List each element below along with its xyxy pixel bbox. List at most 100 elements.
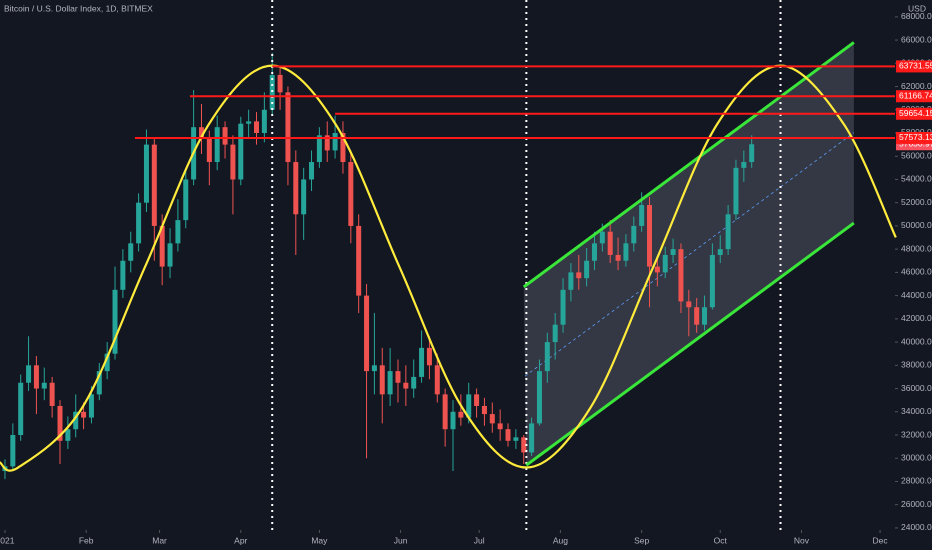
candle-body <box>631 225 637 244</box>
candle-body <box>552 324 558 343</box>
candle-body <box>143 144 149 203</box>
y-tick-label: 30000.00 <box>901 452 932 462</box>
y-tick-label: 28000.00 <box>901 476 932 486</box>
candle-body <box>694 307 700 325</box>
candle-body <box>332 132 338 151</box>
y-tick-label: 68000.00 <box>901 11 932 21</box>
x-tick-label: Nov <box>794 535 810 545</box>
x-tick-label: Sep <box>634 535 649 545</box>
candle-body <box>309 162 315 180</box>
candle-body <box>560 289 566 325</box>
y-tick-label: 32000.00 <box>901 429 932 439</box>
candle-body <box>497 423 503 430</box>
candle-body <box>159 225 165 267</box>
x-tick-label: Oct <box>714 535 728 545</box>
candle-body <box>591 243 597 261</box>
candle-body <box>230 144 236 180</box>
candle-body <box>222 127 228 145</box>
candle-body <box>387 371 393 395</box>
candle-body <box>458 411 464 418</box>
y-tick-label: 26000.00 <box>901 499 932 509</box>
candle-body <box>364 295 370 372</box>
y-tick-label: 50000.00 <box>901 220 932 230</box>
x-tick-label: Jun <box>394 535 408 545</box>
candle-body <box>678 249 684 302</box>
y-tick-label: 54000.00 <box>901 174 932 184</box>
level-tag <box>896 107 932 120</box>
x-tick-label: Feb <box>79 535 94 545</box>
candle-body <box>544 342 550 372</box>
candle-body <box>356 225 362 296</box>
candle-body <box>96 371 102 395</box>
candle-body <box>489 414 495 424</box>
candle-body <box>324 135 330 151</box>
candle-body <box>568 272 574 290</box>
candle-body <box>623 243 629 261</box>
candle-body <box>371 365 377 372</box>
y-tick-label: 62000.00 <box>901 81 932 91</box>
candle-body <box>73 411 79 430</box>
level-label: 63731.55 <box>899 61 932 71</box>
channel-lower <box>525 221 855 467</box>
candle-body <box>419 347 425 377</box>
candle-body <box>670 249 676 255</box>
candle-body <box>717 249 723 255</box>
candle-body <box>426 347 432 366</box>
candle-body <box>301 179 307 215</box>
candle-body <box>81 411 87 418</box>
candle-body <box>198 127 204 139</box>
candle-body <box>33 365 39 389</box>
candle-body <box>175 220 181 244</box>
y-tick-label: 44000.00 <box>901 290 932 300</box>
channel-midline <box>524 132 855 377</box>
candle-body <box>481 405 487 415</box>
candle-body <box>348 162 354 226</box>
level-tag <box>896 131 932 144</box>
candle-body <box>120 260 126 290</box>
candle-body <box>709 254 715 308</box>
y-tick-label: 56000.00 <box>901 150 932 160</box>
candle-body <box>261 109 267 133</box>
candle-body <box>214 127 220 163</box>
candle-body <box>395 371 401 383</box>
candle-body <box>521 437 527 453</box>
y-tick-label: 42000.00 <box>901 313 932 323</box>
y-tick-label: 52000.00 <box>901 197 932 207</box>
channel-upper <box>522 41 855 289</box>
level-label: 61166.74 <box>899 90 932 100</box>
candle-body <box>57 405 63 441</box>
candle-body <box>112 289 118 354</box>
candle-body <box>246 121 252 124</box>
y-tick-label: 38000.00 <box>901 360 932 370</box>
candle-body <box>41 382 47 389</box>
y-tick-label: 46000.00 <box>901 267 932 277</box>
candle-body <box>340 132 346 163</box>
candle-body <box>584 260 590 279</box>
candle-body <box>26 365 32 383</box>
candle-body <box>277 74 283 93</box>
candle-body <box>654 266 660 273</box>
candle-body <box>474 394 480 406</box>
y-tick-label: 34000.00 <box>901 406 932 416</box>
candle-body <box>615 254 621 261</box>
candle-body <box>599 231 605 244</box>
candle-body <box>254 121 260 133</box>
candle-body <box>576 272 582 279</box>
candle-body <box>403 382 409 389</box>
x-tick-label: Mar <box>152 535 167 545</box>
x-tick-label: Jul <box>474 535 485 545</box>
candle-body <box>18 382 24 436</box>
y-tick-label: 40000.00 <box>901 336 932 346</box>
candle-body <box>151 144 157 226</box>
candle-body <box>167 243 173 267</box>
candle-body <box>702 307 708 325</box>
candle-body <box>128 243 134 261</box>
candle-body <box>662 254 668 273</box>
axis-unit: USD <box>908 3 926 13</box>
candle-body <box>450 411 456 430</box>
level-label: 57573.13 <box>899 132 932 142</box>
candle-body <box>647 205 653 267</box>
y-tick-label: 24000.00 <box>901 522 932 532</box>
